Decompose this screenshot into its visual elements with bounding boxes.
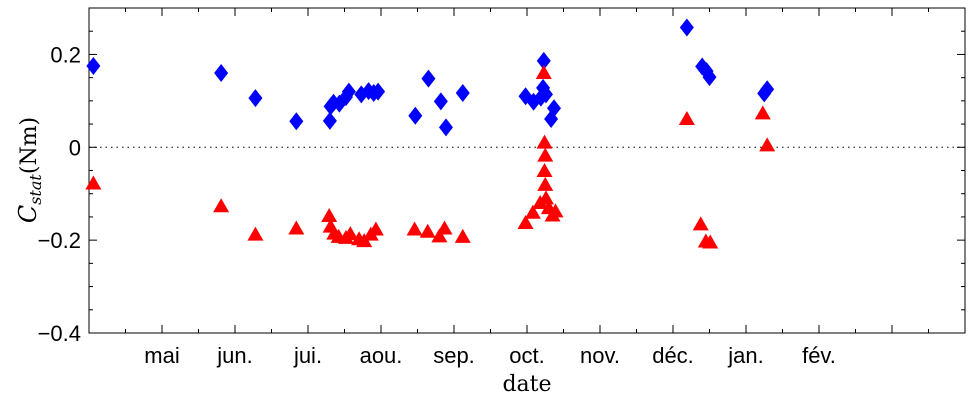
diamond-marker xyxy=(455,83,470,102)
diamond-marker xyxy=(371,82,386,101)
diamond-marker xyxy=(702,68,717,87)
triangle-marker xyxy=(436,220,453,235)
triangle-marker xyxy=(524,204,541,219)
diamond-marker xyxy=(421,69,436,88)
x-tick-label: nov. xyxy=(580,343,620,368)
plot-area xyxy=(88,7,966,334)
triangle-series xyxy=(85,65,776,249)
triangle-marker xyxy=(406,221,423,236)
y-tick-label: −0.4 xyxy=(38,321,81,346)
diamond-marker xyxy=(408,106,423,125)
x-tick-label: jun. xyxy=(216,343,252,368)
diamond-marker xyxy=(679,18,694,37)
triangle-marker xyxy=(85,175,102,190)
x-axis-title: date xyxy=(502,372,551,397)
triangle-marker xyxy=(342,226,359,241)
diamond-series xyxy=(86,18,775,137)
triangle-marker xyxy=(754,105,771,120)
triangle-marker xyxy=(692,216,709,231)
triangle-marker xyxy=(535,65,552,79)
triangle-marker xyxy=(537,176,554,191)
diamond-marker xyxy=(538,85,553,104)
y-tick-label: −0.2 xyxy=(38,228,81,253)
data-series xyxy=(85,18,776,249)
diamond-marker xyxy=(536,51,551,70)
triangle-marker xyxy=(536,162,553,177)
x-tick-label: fév. xyxy=(802,343,836,368)
triangle-marker xyxy=(517,214,534,229)
diamond-marker xyxy=(433,92,448,111)
x-tick-label: sep. xyxy=(433,343,475,368)
triangle-marker xyxy=(367,221,384,236)
diamond-marker xyxy=(214,64,229,82)
triangle-marker xyxy=(537,190,554,205)
triangle-marker xyxy=(702,234,719,249)
y-tick-label: 0.2 xyxy=(50,42,81,67)
diamond-marker xyxy=(289,112,304,131)
triangle-marker xyxy=(537,147,554,162)
diamond-marker xyxy=(547,99,562,118)
x-tick-label: aou. xyxy=(360,343,403,368)
diamond-marker xyxy=(322,111,337,130)
x-tick-label: jui. xyxy=(293,343,322,368)
triangle-marker xyxy=(321,208,338,222)
y-tick-label: 0 xyxy=(69,135,81,160)
triangle-marker xyxy=(247,226,264,241)
triangle-marker xyxy=(759,137,776,152)
diamond-marker xyxy=(86,57,101,76)
triangle-marker xyxy=(678,110,695,125)
triangle-marker xyxy=(431,228,448,243)
triangle-marker xyxy=(288,220,305,235)
triangle-marker xyxy=(454,228,471,243)
y-axis-title: Cstat(Nm) xyxy=(14,117,45,223)
x-axis: mai jun. jui. aou. sep. oct. nov. déc. jan. fév. xyxy=(88,8,966,368)
diamond-marker xyxy=(760,80,775,99)
x-tick-label: jan. xyxy=(727,343,763,368)
y-axis: 0.2 0 −0.2 −0.4 xyxy=(38,7,965,346)
diamond-marker xyxy=(248,89,263,108)
diamond-marker xyxy=(438,118,453,137)
triangle-marker xyxy=(536,134,553,149)
diamond-marker xyxy=(341,82,356,101)
x-tick-label: déc. xyxy=(652,343,694,368)
triangle-marker xyxy=(213,198,230,213)
triangle-marker xyxy=(547,203,564,218)
x-tick-label: mai xyxy=(144,343,179,368)
triangle-marker xyxy=(419,223,436,238)
x-tick-label: oct. xyxy=(509,343,544,368)
